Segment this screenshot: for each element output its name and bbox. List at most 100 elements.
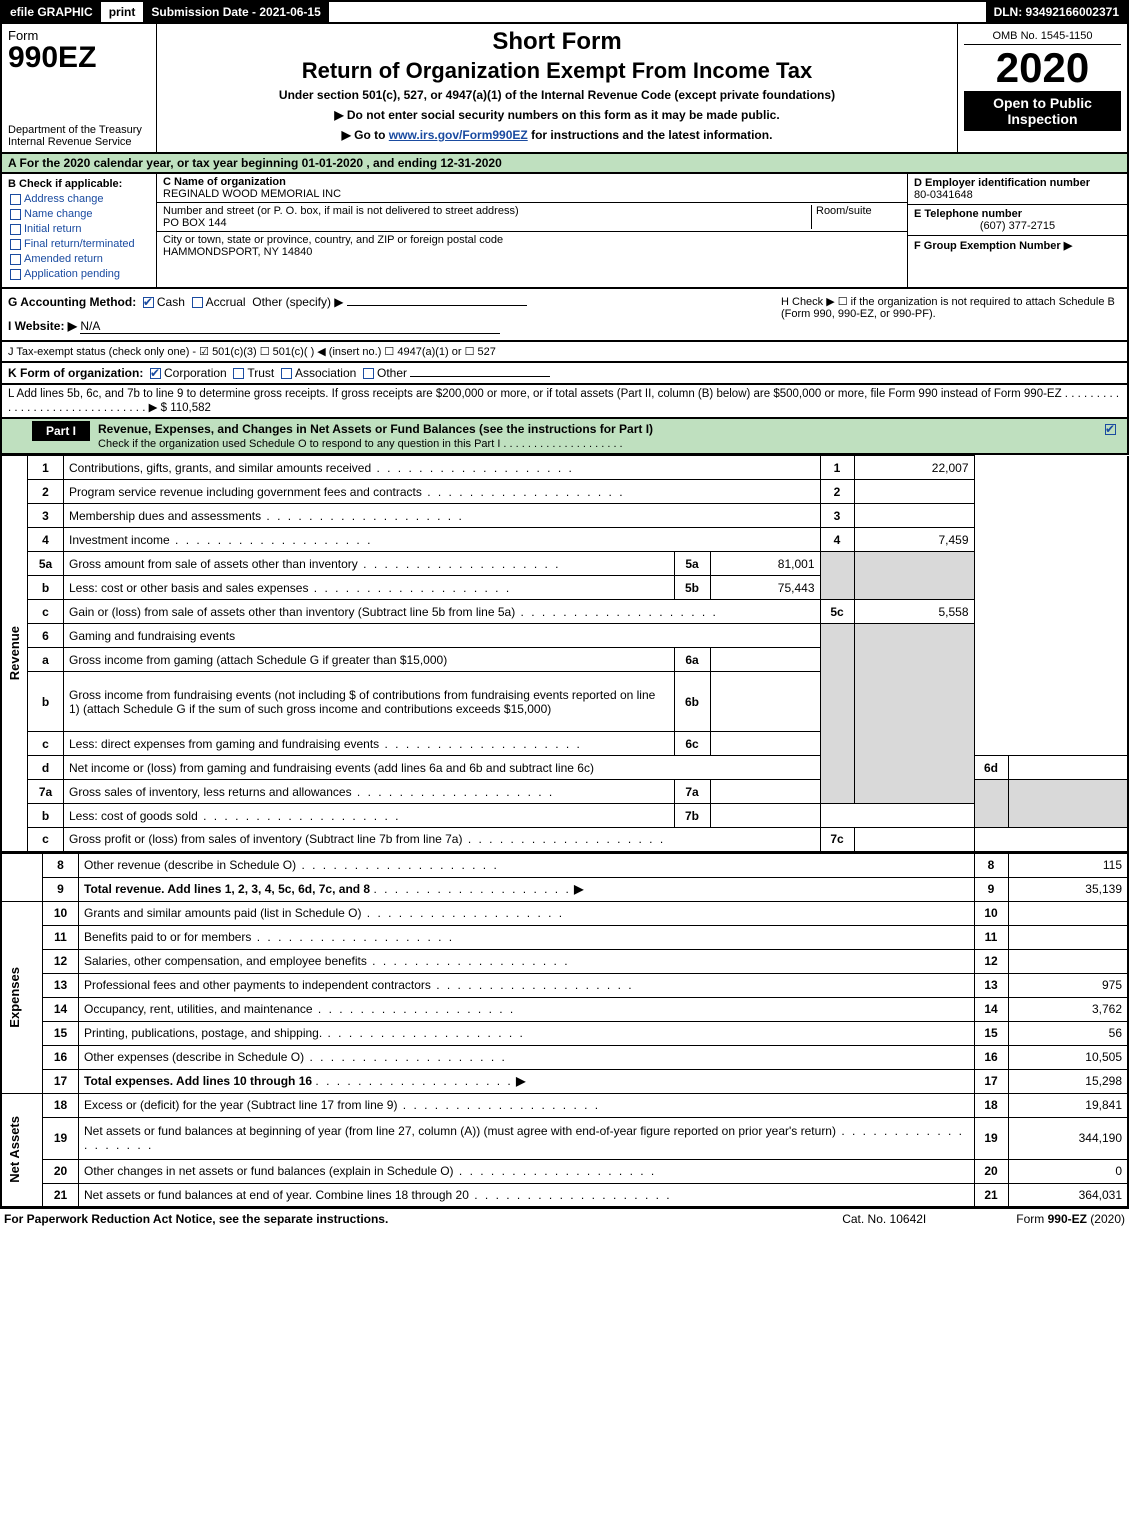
group-exemption: F Group Exemption Number ▶ <box>914 240 1072 252</box>
subamt-7b <box>710 804 820 828</box>
amt-8: 115 <box>1008 853 1128 877</box>
table-row: Net Assets 18Excess or (deficit) for the… <box>1 1093 1128 1117</box>
desc-3: Membership dues and assessments <box>64 504 821 528</box>
subamt-5a: 81,001 <box>710 552 820 576</box>
submission-date: Submission Date - 2021-06-15 <box>143 2 328 22</box>
box-h: H Check ▶ ☐ if the organization is not r… <box>781 295 1121 334</box>
footer-cat-no: Cat. No. 10642I <box>842 1212 926 1226</box>
other-org-line[interactable] <box>410 376 550 377</box>
ln-8: 8 <box>43 853 79 877</box>
expenses-section-label: Expenses <box>7 967 22 1028</box>
desc-9: Total revenue. Add lines 1, 2, 3, 4, 5c,… <box>79 877 975 901</box>
revenue-section-label: Revenue <box>7 626 22 680</box>
desc-8: Other revenue (describe in Schedule O) <box>79 853 975 877</box>
table-row: 5aGross amount from sale of assets other… <box>1 552 1128 576</box>
lbl-accrual: Accrual <box>206 295 246 309</box>
box-c: C Name of organization REGINALD WOOD MEM… <box>157 174 907 287</box>
under-section: Under section 501(c), 527, or 4947(a)(1)… <box>163 88 951 102</box>
ref-21: 21 <box>974 1183 1008 1207</box>
table-row: Expenses 10Grants and similar amounts pa… <box>1 901 1128 925</box>
ln-21: 21 <box>43 1183 79 1207</box>
sub-7b: 7b <box>674 804 710 828</box>
other-specify-line[interactable] <box>347 305 527 306</box>
table-row: 21Net assets or fund balances at end of … <box>1 1183 1128 1207</box>
chk-assoc[interactable] <box>281 368 292 379</box>
city-val: HAMMONDSPORT, NY 14840 <box>163 246 312 258</box>
amt-17: 15,298 <box>1008 1069 1128 1093</box>
desc-6b: Gross income from fundraising events (no… <box>64 672 675 732</box>
ln-19: 19 <box>43 1117 79 1159</box>
ln-5c: c <box>28 600 64 624</box>
desc-15: Printing, publications, postage, and shi… <box>79 1021 975 1045</box>
ln-6c: c <box>28 732 64 756</box>
chk-name-change[interactable]: Name change <box>10 208 150 220</box>
form-number: 990EZ <box>8 43 150 73</box>
chk-final-return[interactable]: Final return/terminated <box>10 238 150 250</box>
subamt-6b <box>710 672 820 732</box>
ref-1: 1 <box>820 456 854 480</box>
chk-accrual[interactable] <box>192 297 203 308</box>
part-1-schedule-o-check[interactable] <box>1105 424 1116 435</box>
subamt-7a <box>710 780 820 804</box>
desc-12: Salaries, other compensation, and employ… <box>79 949 975 973</box>
desc-16: Other expenses (describe in Schedule O) <box>79 1045 975 1069</box>
financial-table-2: 8Other revenue (describe in Schedule O)8… <box>0 853 1129 1209</box>
ln-2: 2 <box>28 480 64 504</box>
box-b-title: B Check if applicable: <box>8 178 122 190</box>
amt-16: 10,505 <box>1008 1045 1128 1069</box>
ref-13: 13 <box>974 973 1008 997</box>
page-footer: For Paperwork Reduction Act Notice, see … <box>0 1208 1129 1229</box>
chk-address-change[interactable]: Address change <box>10 193 150 205</box>
ln-5b: b <box>28 576 64 600</box>
amt-7c <box>854 828 974 852</box>
part-1-title: Revenue, Expenses, and Changes in Net As… <box>98 422 653 436</box>
ln-11: 11 <box>43 925 79 949</box>
chk-trust[interactable] <box>233 368 244 379</box>
desc-11: Benefits paid to or for members <box>79 925 975 949</box>
chk-application-pending[interactable]: Application pending <box>10 268 150 280</box>
desc-7c: Gross profit or (loss) from sales of inv… <box>64 828 821 852</box>
ln-7a: 7a <box>28 780 64 804</box>
ref-15: 15 <box>974 1021 1008 1045</box>
desc-14: Occupancy, rent, utilities, and maintena… <box>79 997 975 1021</box>
desc-21: Net assets or fund balances at end of ye… <box>79 1183 975 1207</box>
dept-treasury: Department of the Treasury <box>8 124 150 136</box>
table-row: 3Membership dues and assessments3 <box>1 504 1128 528</box>
ln-16: 16 <box>43 1045 79 1069</box>
ln-10: 10 <box>43 901 79 925</box>
table-row: 11Benefits paid to or for members11 <box>1 925 1128 949</box>
footer-left: For Paperwork Reduction Act Notice, see … <box>4 1212 388 1226</box>
chk-other-org[interactable] <box>363 368 374 379</box>
table-row: cGross profit or (loss) from sales of in… <box>1 828 1128 852</box>
tax-year: 2020 <box>964 45 1121 91</box>
desc-4: Investment income <box>64 528 821 552</box>
table-row: 12Salaries, other compensation, and empl… <box>1 949 1128 973</box>
ein-val: 80-0341648 <box>914 189 973 201</box>
chk-cash[interactable] <box>143 297 154 308</box>
desc-6: Gaming and fundraising events <box>64 624 821 648</box>
dln: DLN: 93492166002371 <box>986 2 1127 22</box>
row-k-org-form: K Form of organization: Corporation Trus… <box>0 363 1129 385</box>
table-row: cGain or (loss) from sale of assets othe… <box>1 600 1128 624</box>
irs-link[interactable]: www.irs.gov/Form990EZ <box>389 128 528 142</box>
goto-post: for instructions and the latest informat… <box>528 128 773 142</box>
desc-6c: Less: direct expenses from gaming and fu… <box>64 732 675 756</box>
efile-button[interactable]: efile GRAPHIC <box>2 2 101 22</box>
chk-initial-return[interactable]: Initial return <box>10 223 150 235</box>
city-label: City or town, state or province, country… <box>163 234 503 246</box>
desc-7b: Less: cost of goods sold <box>64 804 675 828</box>
ref-16: 16 <box>974 1045 1008 1069</box>
amt-13: 975 <box>1008 973 1128 997</box>
lbl-other-org: Other <box>377 366 407 380</box>
desc-18: Excess or (deficit) for the year (Subtra… <box>79 1093 975 1117</box>
ref-6d: 6d <box>974 756 1008 780</box>
print-button[interactable]: print <box>101 2 144 22</box>
table-row: 20Other changes in net assets or fund ba… <box>1 1159 1128 1183</box>
box-d-e-f: D Employer identification number80-03416… <box>907 174 1127 287</box>
sub-6a: 6a <box>674 648 710 672</box>
subamt-6c <box>710 732 820 756</box>
phone-val: (607) 377-2715 <box>914 220 1121 232</box>
table-row: 15Printing, publications, postage, and s… <box>1 1021 1128 1045</box>
chk-amended-return[interactable]: Amended return <box>10 253 150 265</box>
chk-corp[interactable] <box>150 368 161 379</box>
